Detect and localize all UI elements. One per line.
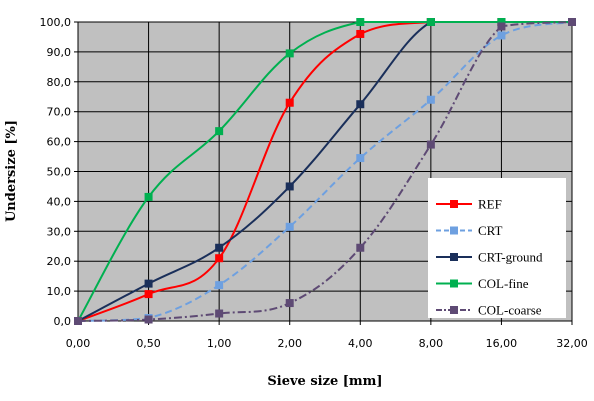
x-tick-label: 4,00 bbox=[348, 337, 373, 350]
data-point-crt bbox=[356, 154, 365, 163]
data-point-col-coarse bbox=[285, 299, 294, 308]
legend-label: COL-fine bbox=[478, 276, 529, 291]
legend-label: COL-coarse bbox=[478, 303, 542, 318]
legend-item-crt-ground: CRT-ground bbox=[436, 250, 543, 265]
legend-item-ref: REF bbox=[436, 197, 502, 212]
x-tick-label: 16,00 bbox=[486, 337, 518, 350]
x-tick-label: 0,00 bbox=[66, 337, 91, 350]
legend-swatch-marker bbox=[450, 306, 458, 314]
series-col-coarse bbox=[74, 18, 576, 325]
legend-swatch-marker bbox=[450, 279, 458, 288]
data-point-col-coarse bbox=[215, 309, 224, 318]
y-tick-label: 100,0 bbox=[40, 16, 72, 29]
data-point-col-coarse bbox=[74, 317, 82, 325]
data-point-col-coarse bbox=[356, 243, 365, 252]
legend-label: CRT bbox=[478, 223, 503, 238]
y-tick-label: 20,0 bbox=[47, 255, 72, 268]
legend-item-col-fine: COL-fine bbox=[436, 276, 529, 291]
y-tick-label: 10,0 bbox=[47, 285, 72, 298]
series-group bbox=[74, 18, 576, 325]
x-axis: 0,00 0,50 1,00 2,00 4,00 8,00 16,00 32,00 bbox=[66, 321, 588, 350]
x-tick-label: 32,00 bbox=[556, 337, 588, 350]
data-point-col-coarse bbox=[497, 22, 506, 31]
legend: REF CRT CRT-ground COL-fine COL-coarse bbox=[428, 178, 566, 318]
x-tick-label: 0,50 bbox=[136, 337, 161, 350]
data-point-crt bbox=[497, 31, 506, 40]
y-tick-label: 30,0 bbox=[47, 225, 72, 238]
data-point-crt-ground bbox=[215, 243, 224, 252]
y-tick-label: 70,0 bbox=[47, 106, 72, 119]
x-tick-label: 8,00 bbox=[419, 337, 444, 350]
y-tick-label: 90,0 bbox=[47, 46, 72, 59]
data-point-col-coarse bbox=[144, 315, 153, 324]
data-point-col-coarse bbox=[568, 18, 576, 26]
y-tick-label: 80,0 bbox=[47, 76, 72, 89]
data-point-col-coarse bbox=[426, 140, 435, 149]
y-tick-label: 60,0 bbox=[47, 136, 72, 149]
data-point-ref bbox=[356, 29, 365, 38]
data-point-col-fine bbox=[144, 192, 153, 201]
legend-swatch-marker bbox=[450, 200, 458, 208]
data-point-col-fine bbox=[215, 127, 224, 136]
data-point-col-fine bbox=[285, 49, 294, 58]
data-point-crt-ground bbox=[356, 100, 365, 109]
legend-label: REF bbox=[478, 197, 502, 212]
data-point-ref bbox=[215, 254, 224, 263]
legend-item-crt: CRT bbox=[436, 223, 503, 238]
y-tick-label: 50,0 bbox=[47, 166, 72, 179]
data-point-col-fine bbox=[426, 18, 435, 26]
data-point-crt bbox=[215, 281, 224, 290]
x-tick-label: 1,00 bbox=[207, 337, 232, 350]
data-point-ref bbox=[285, 98, 294, 107]
legend-item-col-coarse: COL-coarse bbox=[436, 303, 542, 318]
data-point-ref bbox=[144, 290, 153, 299]
y-tick-label: 40,0 bbox=[47, 195, 72, 208]
data-point-crt bbox=[426, 95, 435, 104]
data-point-col-fine bbox=[497, 18, 506, 26]
x-tick-label: 2,00 bbox=[277, 337, 302, 350]
legend-label: CRT-ground bbox=[478, 250, 543, 265]
data-point-crt bbox=[285, 222, 294, 231]
legend-swatch-marker bbox=[450, 226, 458, 235]
x-axis-title: Sieve size [mm] bbox=[267, 374, 382, 389]
data-point-crt-ground bbox=[285, 182, 294, 191]
data-point-col-fine bbox=[356, 18, 365, 26]
data-point-crt-ground bbox=[144, 279, 153, 288]
series-line-col-coarse bbox=[77, 21, 573, 322]
y-axis: 0,0 10,0 20,0 30,0 40,0 50,0 60,0 70,0 80,0 90,0 1… bbox=[40, 16, 78, 328]
y-tick-label: 0,0 bbox=[54, 315, 72, 328]
legend-swatch-marker bbox=[450, 253, 458, 261]
series-line-crt bbox=[77, 21, 573, 322]
y-axis-title: Undersize [%] bbox=[4, 120, 19, 222]
